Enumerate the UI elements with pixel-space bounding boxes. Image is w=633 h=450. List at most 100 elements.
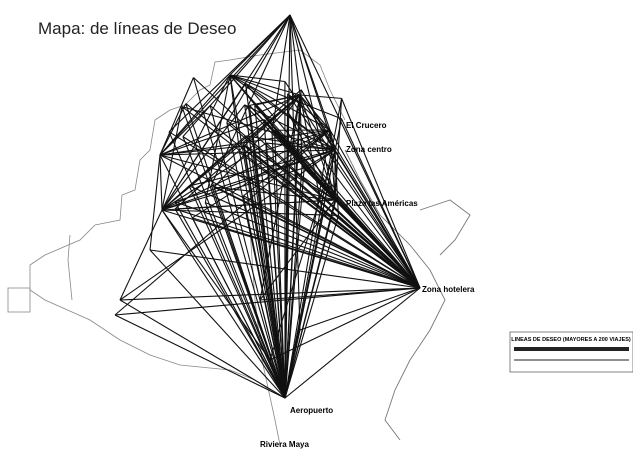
place-label: Plaza las Américas — [346, 199, 418, 208]
desire-line — [209, 105, 421, 289]
desire-line — [159, 77, 194, 156]
desire-line — [259, 94, 301, 301]
desire-line — [269, 149, 336, 361]
desire-line — [119, 149, 336, 301]
desire-line — [159, 149, 336, 156]
desire-line — [205, 202, 421, 289]
desire-line — [334, 149, 339, 216]
desire-line — [229, 74, 331, 131]
desire-line — [174, 201, 286, 399]
outline-line — [249, 229, 281, 446]
desire-line — [114, 287, 421, 316]
desire-line — [119, 299, 286, 399]
desire-line — [159, 154, 336, 201]
desire-line — [159, 103, 187, 156]
desire-line — [284, 199, 336, 399]
desire-line — [192, 77, 286, 399]
desire-line — [287, 111, 421, 289]
desire-line — [149, 154, 161, 251]
legend: LINEAS DE DESEO (MAYORES A 200 VIAJES) — [509, 331, 633, 373]
desire-line — [159, 154, 421, 289]
desire-line — [229, 74, 421, 289]
desire-line — [284, 166, 303, 399]
coast-line — [344, 149, 446, 441]
desire-line — [284, 149, 336, 399]
desire-line — [284, 287, 421, 399]
desire-line — [299, 287, 421, 331]
coast-line — [419, 199, 471, 256]
place-label: Aeropuerto — [290, 406, 333, 415]
outline-box — [7, 287, 31, 313]
desire-line — [119, 209, 163, 301]
desire-line — [161, 129, 331, 211]
desire-line — [229, 74, 336, 151]
desire-line — [289, 14, 301, 331]
desire-line — [229, 74, 301, 96]
desire-lines — [114, 14, 421, 399]
desire-line — [289, 14, 336, 151]
desire-line — [229, 74, 336, 201]
desire-line — [188, 185, 421, 289]
desire-line — [174, 94, 301, 210]
desire-line — [229, 74, 285, 83]
desire-line — [161, 209, 421, 289]
desire-line — [299, 94, 336, 201]
desire-line — [289, 14, 336, 201]
desire-line — [284, 129, 331, 399]
desire-line — [299, 94, 342, 99]
desire-line — [159, 119, 265, 156]
desire-line — [159, 129, 331, 156]
desire-line — [159, 154, 163, 211]
desire-line — [229, 74, 342, 120]
desire-line — [174, 208, 286, 399]
desire-line — [210, 184, 286, 399]
desire-line — [259, 299, 286, 399]
legend-bar — [514, 347, 629, 351]
desire-line — [229, 74, 286, 399]
desire-line — [341, 98, 421, 289]
place-label: Zona hotelera — [422, 285, 475, 294]
desire-line — [182, 136, 286, 399]
desire-line — [161, 14, 291, 211]
desire-line — [334, 199, 421, 289]
desire-line — [287, 93, 421, 289]
desire-line — [269, 359, 286, 399]
desire-line — [289, 166, 421, 289]
desire-line — [245, 135, 286, 399]
desire-line — [301, 165, 336, 201]
coastline — [344, 149, 471, 441]
desire-line — [161, 74, 231, 211]
desire-line — [204, 74, 231, 203]
desire-line — [300, 89, 336, 151]
desire-line — [334, 98, 343, 201]
desire-line — [284, 14, 291, 399]
desire-line — [161, 104, 246, 211]
desire-line — [229, 14, 291, 76]
desire-line — [287, 94, 301, 113]
desire-line — [182, 14, 291, 137]
desire-line — [242, 195, 286, 399]
desire-line — [119, 287, 421, 301]
desire-line — [159, 74, 231, 156]
place-label: Riviera Maya — [260, 440, 309, 449]
map-title: Mapa: de líneas de Deseo — [38, 19, 236, 38]
desire-line — [299, 94, 331, 131]
desire-line — [244, 104, 286, 399]
desire-line — [226, 14, 291, 123]
desire-line — [289, 14, 301, 96]
desire-line — [284, 215, 339, 399]
desire-line — [322, 214, 421, 289]
legend-box — [509, 331, 633, 373]
desire-line — [149, 249, 286, 399]
desire-line — [263, 119, 286, 399]
desire-line — [299, 94, 336, 151]
desire-line — [161, 94, 301, 211]
desire-line — [329, 129, 336, 201]
desire-line — [185, 103, 421, 289]
place-label: Zona centro — [346, 145, 392, 154]
legend-title: LINEAS DE DESEO (MAYORES A 200 VIAJES) — [511, 337, 631, 343]
desire-line — [161, 199, 336, 211]
desire-line — [229, 74, 241, 153]
desire-line — [161, 209, 286, 399]
desire-line — [289, 14, 421, 289]
